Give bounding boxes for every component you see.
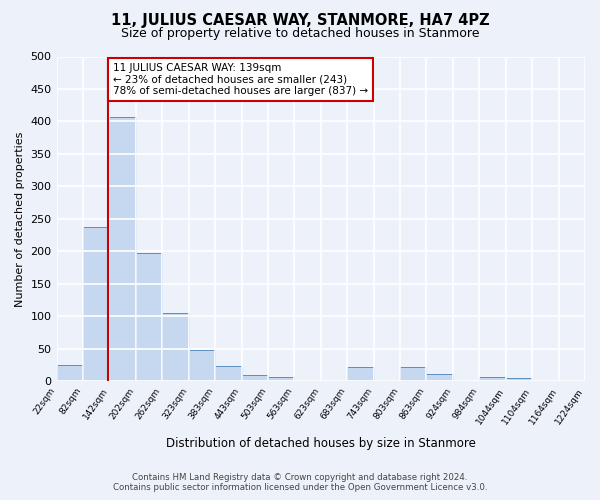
Bar [426,374,453,382]
Bar [215,366,242,382]
Bar [268,377,295,382]
Bar [506,378,532,382]
Bar [242,375,268,382]
Bar [347,367,374,382]
Text: 11 JULIUS CAESAR WAY: 139sqm
← 23% of detached houses are smaller (243)
78% of s: 11 JULIUS CAESAR WAY: 139sqm ← 23% of de… [113,63,368,96]
Bar [400,367,426,382]
Text: Contains HM Land Registry data © Crown copyright and database right 2024.
Contai: Contains HM Land Registry data © Crown c… [113,473,487,492]
Bar [189,350,215,382]
Bar [109,117,136,382]
Bar [136,253,162,382]
Text: 11, JULIUS CAESAR WAY, STANMORE, HA7 4PZ: 11, JULIUS CAESAR WAY, STANMORE, HA7 4PZ [110,12,490,28]
Text: Size of property relative to detached houses in Stanmore: Size of property relative to detached ho… [121,28,479,40]
Bar [83,228,109,382]
X-axis label: Distribution of detached houses by size in Stanmore: Distribution of detached houses by size … [166,437,476,450]
Bar [56,365,83,382]
Bar [479,377,506,382]
Bar [162,313,189,382]
Y-axis label: Number of detached properties: Number of detached properties [15,132,25,306]
Bar [585,378,600,382]
